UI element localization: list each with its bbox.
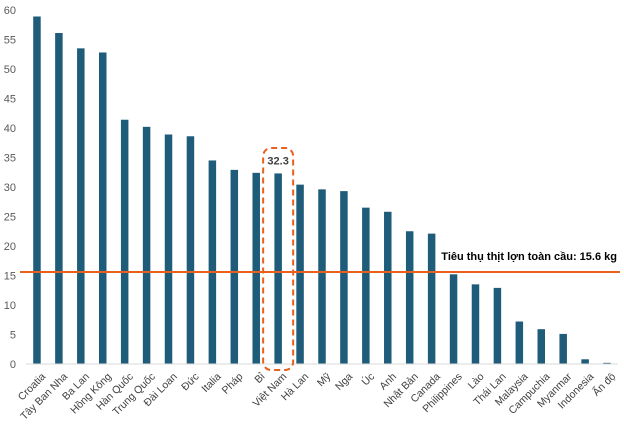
bar — [515, 321, 524, 364]
reference-line-label: Tiêu thụ thịt lợn toàn cầu: 15.6 kg — [441, 251, 617, 263]
bar — [274, 173, 282, 364]
y-tick-label: 60 — [4, 5, 16, 17]
bar — [252, 172, 260, 364]
category-label: Pháp — [220, 371, 246, 397]
y-tick-label: 35 — [4, 153, 16, 165]
bars — [33, 16, 611, 365]
bar — [427, 233, 436, 364]
category-label: Bỉ — [252, 370, 268, 386]
bar — [142, 126, 151, 364]
bar — [33, 16, 41, 365]
category-label: Nga — [333, 371, 355, 393]
bar — [208, 160, 217, 364]
y-tick-label: 40 — [4, 123, 16, 135]
bar — [559, 333, 567, 364]
category-label: Ấn độ — [590, 370, 619, 399]
bar — [230, 169, 239, 364]
bar — [164, 134, 173, 364]
bar — [603, 362, 611, 364]
y-tick-label: 25 — [4, 212, 16, 224]
y-tick-label: 10 — [4, 300, 16, 312]
y-tick-label: 50 — [4, 64, 16, 76]
y-tick-label: 45 — [4, 94, 16, 106]
y-tick-label: 15 — [4, 271, 16, 283]
bar — [77, 48, 85, 364]
bar — [55, 33, 63, 364]
category-label: Úc — [359, 370, 377, 388]
bar — [537, 329, 546, 364]
y-tick-label: 30 — [4, 182, 16, 194]
bar — [449, 274, 458, 364]
bar — [362, 207, 370, 364]
bar — [493, 287, 502, 364]
bar — [340, 191, 348, 364]
y-tick-label: 0 — [10, 359, 16, 371]
y-axis: 0 5 10 15 20 25 30 35 40 45 50 55 60 — [4, 5, 16, 371]
category-label: Đức — [179, 371, 202, 394]
bar — [98, 52, 107, 364]
highlight-data-label: 32.3 — [267, 155, 288, 167]
bar — [296, 184, 304, 364]
y-tick-label: 55 — [4, 35, 16, 47]
category-label: Mỹ — [315, 370, 334, 389]
category-label: Italia — [199, 371, 223, 395]
y-tick-label: 20 — [4, 241, 16, 253]
bar — [120, 119, 129, 365]
bar — [405, 231, 414, 364]
bar — [384, 211, 392, 364]
bar — [318, 189, 326, 364]
bar — [581, 359, 589, 364]
bar — [186, 136, 195, 364]
bar — [471, 284, 480, 364]
highlight-box — [262, 147, 295, 371]
y-tick-label: 5 — [10, 330, 16, 342]
